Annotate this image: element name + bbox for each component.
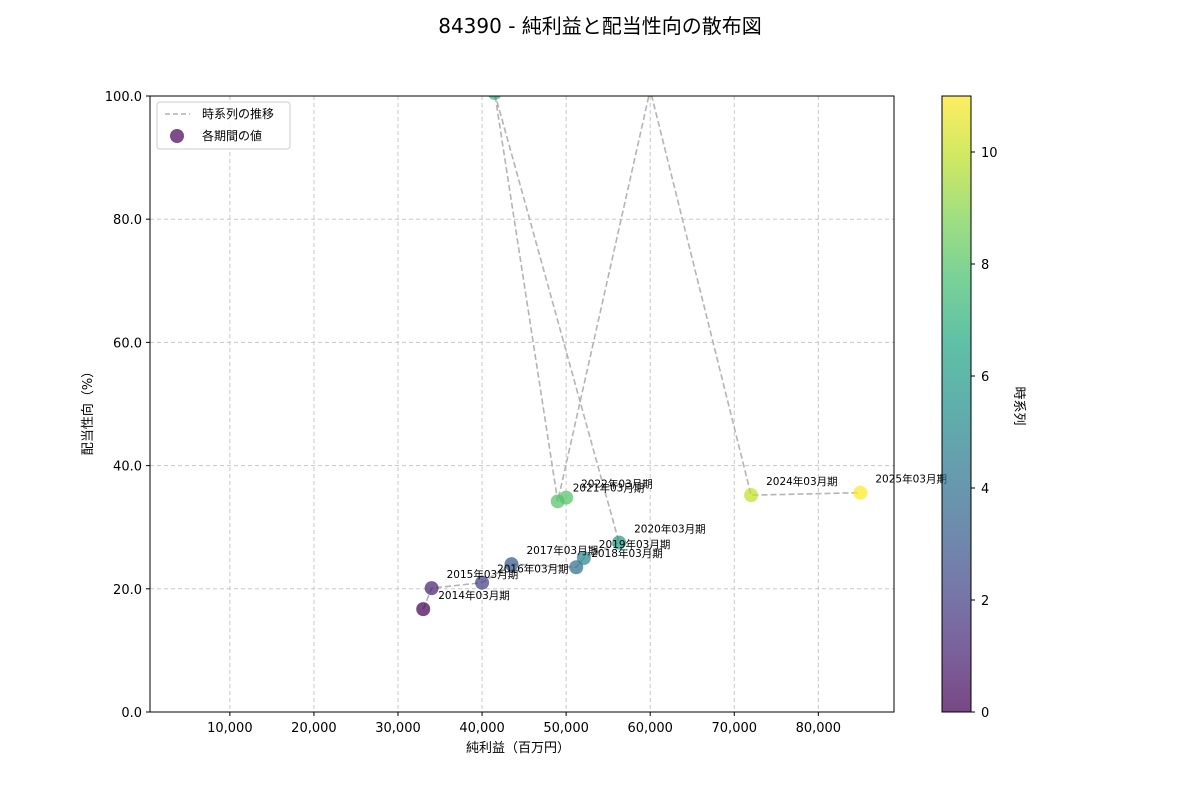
- colorbar-gradient: [941, 95, 972, 713]
- x-tick-label: 70,000: [712, 721, 758, 736]
- data-markers: [416, 96, 868, 617]
- data-point: [475, 575, 490, 590]
- point-label: 2015年03月期: [447, 568, 519, 581]
- x-tick-label: 40,000: [459, 721, 505, 736]
- data-point: [559, 490, 574, 505]
- x-tick-label: 10,000: [207, 721, 253, 736]
- y-tick-label: 20.0: [113, 583, 142, 598]
- grid-lines: [150, 95, 894, 713]
- point-label: 2016年03月期: [497, 563, 569, 576]
- point-label: 2024年03月期: [766, 475, 838, 488]
- x-tick-label: 60,000: [627, 721, 673, 736]
- point-label: 2020年03月期: [634, 523, 706, 536]
- x-tick-label: 50,000: [543, 721, 589, 736]
- x-tick-label: 20,000: [291, 721, 337, 736]
- point-label: 2018年03月期: [591, 547, 663, 560]
- colorbar-ticks: 0 2 4 6 8 10: [971, 146, 998, 721]
- point-label: 2021年03月期: [573, 481, 645, 494]
- data-point: [416, 602, 431, 617]
- data-point: [488, 96, 501, 100]
- data-point: [569, 560, 584, 575]
- colorbar-tick-label: 2: [981, 594, 989, 609]
- y-tick-label: 60.0: [113, 336, 142, 351]
- data-point: [744, 488, 759, 503]
- y-axis-ticks: 0.0 20.0 40.0 60.0 80.0 100.0: [105, 90, 150, 721]
- point-label: 2022年03月期: [581, 478, 653, 491]
- point-label: 2019年03月期: [599, 538, 671, 551]
- legend: 時系列の推移 各期間の値: [156, 101, 291, 150]
- legend-marker-icon: [170, 129, 184, 143]
- y-tick-label: 0.0: [121, 706, 142, 721]
- time-series-line: [422, 96, 861, 610]
- point-label: 2014年03月期: [438, 589, 510, 602]
- x-axis-ticks: 10,000 20,000 30,000 40,000 50,000 60,000 70,0…: [207, 712, 841, 736]
- point-label: 2017年03月期: [526, 544, 598, 557]
- x-tick-label: 80,000: [796, 721, 842, 736]
- y-tick-label: 100.0: [105, 90, 142, 105]
- colorbar-tick-label: 10: [981, 146, 998, 161]
- data-point: [504, 557, 519, 572]
- plot-frame: [149, 95, 895, 713]
- y-axis-label: 配当性向（%）: [80, 365, 96, 455]
- x-tick-label: 30,000: [375, 721, 421, 736]
- legend-box: [156, 101, 291, 150]
- x-axis-label: 純利益（百万円）: [466, 741, 570, 756]
- data-point: [646, 96, 654, 97]
- colorbar-tick-label: 4: [981, 482, 989, 497]
- colorbar-tick-label: 8: [981, 258, 989, 273]
- y-tick-label: 80.0: [113, 213, 142, 228]
- data-point: [424, 581, 439, 596]
- colorbar: 0 2 4 6 8 10 時系列: [941, 95, 1026, 721]
- data-point: [576, 551, 591, 565]
- data-point: [612, 535, 627, 550]
- legend-entry-line: 時系列の推移: [202, 107, 274, 121]
- colorbar-tick-label: 0: [981, 706, 989, 721]
- data-point: [853, 485, 868, 500]
- chart-title: 84390 - 純利益と配当性向の散布図: [438, 14, 762, 38]
- legend-entry-marker: 各期間の値: [202, 128, 262, 143]
- trend-line: [422, 96, 861, 610]
- colorbar-tick-label: 6: [981, 370, 989, 385]
- y-tick-label: 40.0: [113, 460, 142, 475]
- point-label: 2025年03月期: [875, 473, 947, 486]
- colorbar-label: 時系列: [1011, 386, 1026, 425]
